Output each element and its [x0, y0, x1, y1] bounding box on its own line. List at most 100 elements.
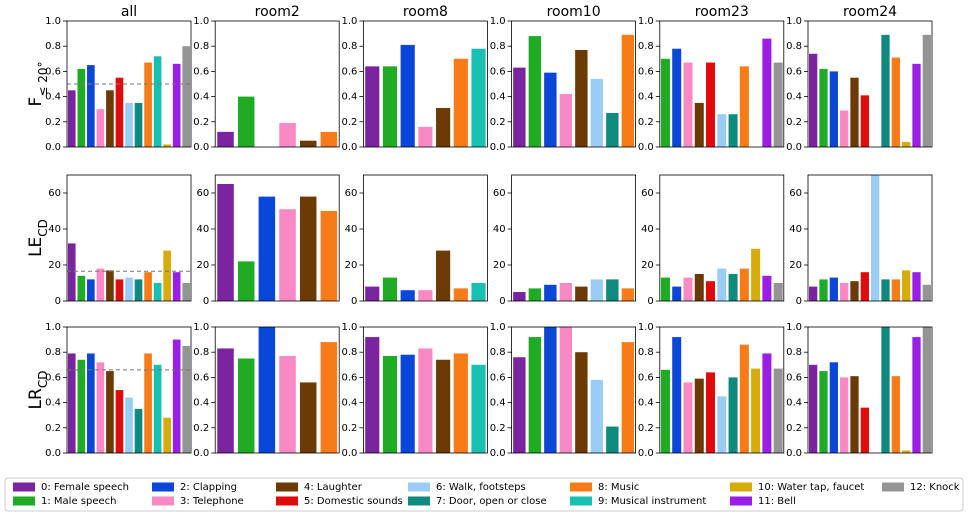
y-tick-label: 0.0	[490, 448, 506, 459]
bar	[172, 63, 181, 147]
y-tick-label: 60	[196, 188, 209, 199]
bar	[279, 123, 296, 147]
bar	[621, 342, 635, 453]
bar	[106, 371, 114, 453]
bar	[751, 368, 761, 453]
bar	[717, 268, 727, 301]
bar	[912, 272, 921, 301]
axes-frame	[214, 174, 340, 302]
bar	[606, 112, 619, 147]
bar	[382, 355, 398, 453]
y-tick-label: 0.8	[786, 347, 802, 358]
bars	[809, 34, 931, 147]
bar	[575, 286, 588, 301]
bars	[217, 96, 338, 147]
y-tick-label: 1.0	[45, 322, 61, 333]
bar	[672, 286, 682, 301]
bar	[513, 67, 526, 147]
y-tick-label: 0.8	[45, 41, 61, 52]
legend-swatch	[408, 482, 430, 492]
panel: 0 20 40 60	[789, 174, 933, 307]
y-tick-label: 0.6	[490, 66, 506, 77]
row-label: LECD	[26, 219, 50, 257]
bar	[528, 36, 542, 147]
bar	[728, 274, 738, 301]
bar	[436, 250, 451, 301]
legend-label: 3: Telephone	[180, 496, 244, 507]
bar	[559, 327, 573, 453]
y-tick-label: 0.2	[786, 117, 802, 128]
y-tick-label: 60	[48, 188, 61, 199]
axes-frame	[807, 174, 933, 302]
bar	[163, 417, 171, 453]
y-tick-label: 0.6	[786, 66, 802, 77]
bar	[96, 109, 105, 147]
bar	[471, 283, 486, 301]
bar	[829, 362, 838, 453]
bar	[279, 209, 296, 301]
bar	[382, 277, 398, 301]
bar	[436, 359, 451, 453]
bar	[125, 102, 133, 147]
bar	[902, 270, 911, 301]
bar	[471, 364, 486, 453]
bar	[172, 339, 181, 453]
panel: 0.0 0.2 0.4 0.6 0.8 1.0	[193, 322, 340, 459]
bar	[922, 284, 931, 301]
panel: 0 20 40 60	[641, 174, 785, 307]
bar	[67, 90, 76, 147]
y-tick-label: 1.0	[638, 322, 654, 333]
bar	[819, 279, 828, 301]
panel: LECD 0 20 40 60	[26, 174, 192, 307]
bar	[809, 364, 818, 453]
legend-label: 1: Male speech	[41, 496, 116, 507]
y-tick-label: 0.2	[638, 117, 654, 128]
y-tick-label: 0.4	[193, 92, 209, 103]
legend-swatch	[152, 496, 174, 506]
y-tick-label: 0.2	[193, 423, 209, 434]
y-tick-label: 0.0	[786, 448, 802, 459]
bar	[891, 57, 900, 147]
bar	[96, 268, 105, 301]
legend-label: 5: Domestic sounds	[304, 496, 403, 507]
y-tick-label: 40	[789, 224, 802, 235]
bar	[706, 372, 716, 453]
legend-label: 0: Female speech	[41, 482, 129, 493]
bars	[660, 38, 783, 147]
y-tick-label: 40	[641, 224, 654, 235]
panel-title: all	[121, 4, 137, 20]
bars	[67, 243, 191, 301]
bar	[115, 77, 124, 147]
y-tick-label: 0.4	[490, 398, 506, 409]
y-tick-label: 0.0	[193, 142, 209, 153]
y-tick-label: 0.6	[45, 372, 61, 383]
bar	[891, 376, 900, 453]
legend-label: 11: Bell	[758, 496, 796, 507]
bar	[258, 327, 276, 453]
y-tick-label: 0.2	[638, 423, 654, 434]
legend-label: 10: Water tap, faucet	[758, 482, 864, 493]
y-tick-label: 0.8	[638, 347, 654, 358]
bar	[163, 250, 171, 301]
bar	[528, 337, 542, 453]
bars	[513, 327, 635, 453]
bar	[706, 281, 716, 301]
legend-label: 9: Musical instrument	[598, 496, 706, 507]
legend-label: 6: Walk, footsteps	[436, 482, 526, 493]
bar	[418, 126, 433, 147]
bar	[115, 390, 124, 453]
y-tick-label: 0.0	[193, 448, 209, 459]
bar	[299, 196, 317, 301]
panel: 0.0 0.2 0.4 0.6 0.8 1.0	[490, 322, 637, 459]
y-tick-label: 1.0	[193, 16, 209, 27]
y-tick-label: 0.2	[786, 423, 802, 434]
y-tick-label: 0.8	[45, 347, 61, 358]
row-label-main: F	[26, 97, 46, 107]
y-tick-label: 0.2	[341, 117, 357, 128]
bars	[67, 46, 191, 147]
legend-label: 12: Knock	[910, 482, 960, 493]
bar	[320, 211, 338, 301]
bar	[299, 382, 317, 453]
bar	[871, 175, 880, 301]
